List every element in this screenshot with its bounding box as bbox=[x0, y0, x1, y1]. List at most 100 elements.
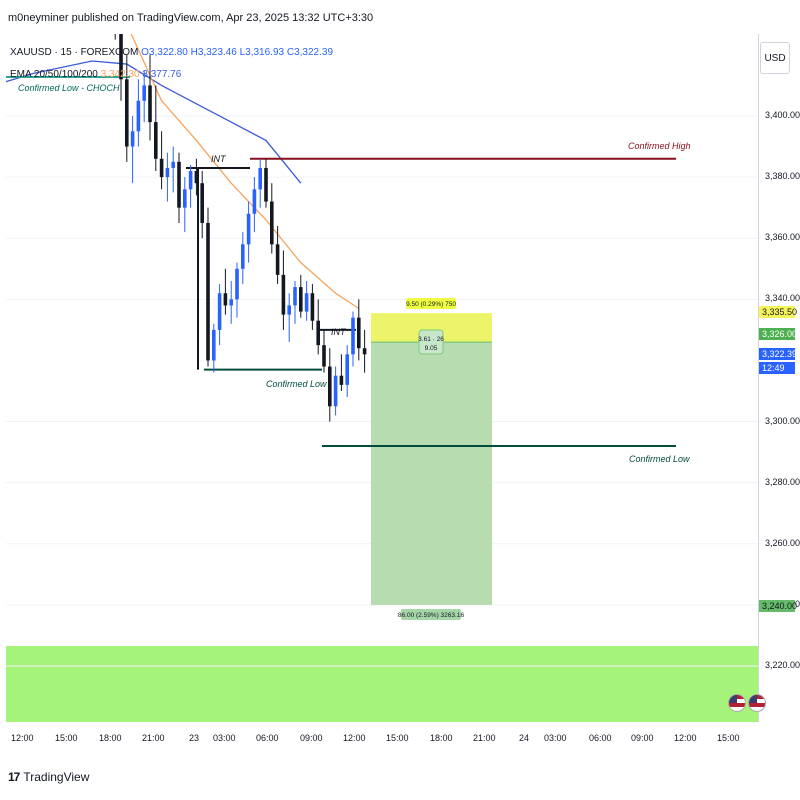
ema-legend[interactable]: EMA 20/50/100/200 3,342.30 3,377.76 bbox=[10, 69, 181, 80]
ema50-line bbox=[6, 60, 302, 184]
take-profit-label: 86.00 (2.59%) 3263.16 bbox=[398, 612, 465, 619]
ema20-line bbox=[130, 34, 360, 310]
x-tick-label: 12:00 bbox=[343, 733, 366, 743]
candle-body bbox=[299, 287, 303, 312]
candle-body bbox=[212, 329, 216, 361]
candle-body bbox=[362, 348, 367, 355]
tv-logo-text: TradingView bbox=[23, 770, 90, 784]
take-profit-zone bbox=[371, 342, 492, 605]
candle-body bbox=[258, 167, 262, 190]
candle-body bbox=[125, 79, 129, 147]
choch-label: Confirmed Low - CHOCH bbox=[18, 83, 120, 93]
candle-body bbox=[148, 85, 152, 123]
candle-body bbox=[200, 183, 204, 223]
ratio-box bbox=[418, 329, 444, 355]
candle-body bbox=[281, 274, 286, 315]
candle-body bbox=[223, 293, 228, 306]
stop-loss-label: 9.50 (0.29%) 750 bbox=[406, 301, 456, 308]
tv-logo-icon: 17 bbox=[8, 770, 20, 784]
candle-body bbox=[351, 317, 355, 355]
close-value: C3,322.39 bbox=[286, 47, 334, 58]
x-tick-label: 21:00 bbox=[142, 733, 165, 743]
candle-body bbox=[188, 171, 193, 190]
x-tick-label: 06:00 bbox=[256, 733, 279, 743]
candle-body bbox=[246, 213, 251, 245]
candle-body bbox=[287, 305, 291, 315]
currency-button[interactable]: USD bbox=[760, 42, 790, 74]
candle-body bbox=[130, 131, 135, 147]
candle-body bbox=[154, 122, 158, 159]
open-value: O3,322.80 bbox=[141, 47, 188, 58]
ema20-value: 3,342.30 bbox=[100, 69, 140, 80]
ratio-sub-label: 9.05 bbox=[425, 345, 438, 352]
x-tick-label: 12:00 bbox=[674, 733, 697, 743]
candle-body bbox=[229, 299, 233, 306]
confirmed-low-label: Confirmed Low bbox=[266, 379, 327, 389]
candle-body bbox=[165, 167, 170, 178]
price-tag: 3,240.00 bbox=[759, 600, 797, 612]
candle-body bbox=[270, 201, 274, 245]
price-chart[interactable]: Confirmed High Confirmed Low Confirmed Low… bbox=[6, 34, 758, 722]
x-tick-label: 09:00 bbox=[631, 733, 654, 743]
publish-info: m0neyminer published on TradingView.com,… bbox=[8, 12, 374, 24]
candle-body bbox=[235, 268, 239, 300]
x-tick-label: 06:00 bbox=[589, 733, 612, 743]
int-label: INT bbox=[211, 154, 227, 164]
tradingview-logo[interactable]: 17 TradingView bbox=[8, 770, 89, 784]
symbol-legend: XAUUSD · 15 · FOREXCOM O3,322.80 H3,323.… bbox=[10, 47, 333, 58]
y-tick-label: 3,360.00 bbox=[765, 232, 800, 243]
x-tick-label: 12:00 bbox=[11, 733, 34, 743]
price-tag: 12:49 bbox=[759, 362, 795, 374]
candle-body bbox=[159, 158, 164, 178]
candle-body bbox=[293, 287, 297, 306]
candle-body bbox=[177, 161, 181, 208]
x-tick-label: 21:00 bbox=[473, 733, 496, 743]
event-flags[interactable] bbox=[728, 694, 766, 712]
y-tick-label: 3,340.00 bbox=[765, 293, 800, 304]
high-value: H3,323.46 bbox=[190, 47, 237, 58]
x-tick-label: 18:00 bbox=[430, 733, 453, 743]
price-tag: 3,322.39 bbox=[759, 348, 797, 360]
x-tick-label: 15:00 bbox=[55, 733, 78, 743]
us-flag-icon[interactable] bbox=[728, 694, 746, 712]
candle-body bbox=[339, 375, 344, 385]
x-tick-label: 15:00 bbox=[386, 733, 409, 743]
candle-body bbox=[241, 244, 245, 269]
x-tick-label: 09:00 bbox=[300, 733, 323, 743]
confirmed-low-label: Confirmed Low bbox=[629, 454, 690, 464]
us-flag-icon[interactable] bbox=[748, 694, 766, 712]
candle-body bbox=[264, 167, 268, 202]
y-tick-label: 3,380.00 bbox=[765, 171, 800, 182]
y-tick-label: 3,260.00 bbox=[765, 537, 800, 548]
price-tag: 3,326.00 bbox=[759, 328, 797, 340]
x-tick-label: 15:00 bbox=[717, 733, 740, 743]
candle-body bbox=[119, 34, 123, 80]
bottom-band bbox=[6, 646, 758, 722]
ratio-label: 3.61 · 26 bbox=[418, 336, 444, 343]
y-tick-label: 3,400.00 bbox=[765, 110, 800, 120]
candle-body bbox=[136, 100, 141, 132]
candle-body bbox=[345, 354, 349, 385]
candle-body bbox=[328, 366, 332, 407]
candle-body bbox=[275, 244, 280, 275]
int-label: INT bbox=[331, 327, 347, 337]
candle-body bbox=[142, 85, 146, 101]
x-tick-label: 24 bbox=[519, 733, 530, 743]
candle-body bbox=[206, 222, 210, 361]
confirmed-high-label: Confirmed High bbox=[628, 141, 691, 151]
candle-body bbox=[171, 161, 175, 168]
y-tick-label: 3,220.00 bbox=[765, 660, 800, 670]
x-tick-label: 18:00 bbox=[99, 733, 122, 743]
y-tick-label: 3,280.00 bbox=[765, 476, 800, 487]
y-tick-label: 3,300.00 bbox=[765, 415, 800, 426]
candle-body bbox=[304, 293, 309, 312]
ema-label: EMA 20/50/100/200 bbox=[10, 69, 98, 80]
chart-area[interactable]: Confirmed High Confirmed Low Confirmed Low… bbox=[6, 34, 759, 722]
candle-body bbox=[217, 293, 222, 330]
candle-body bbox=[357, 317, 361, 349]
candle-body bbox=[183, 189, 187, 208]
candle-body bbox=[333, 375, 338, 407]
ema50-value: 3,377.76 bbox=[142, 69, 182, 80]
x-tick-label: 23 bbox=[189, 733, 200, 743]
x-tick-label: 03:00 bbox=[213, 733, 236, 743]
